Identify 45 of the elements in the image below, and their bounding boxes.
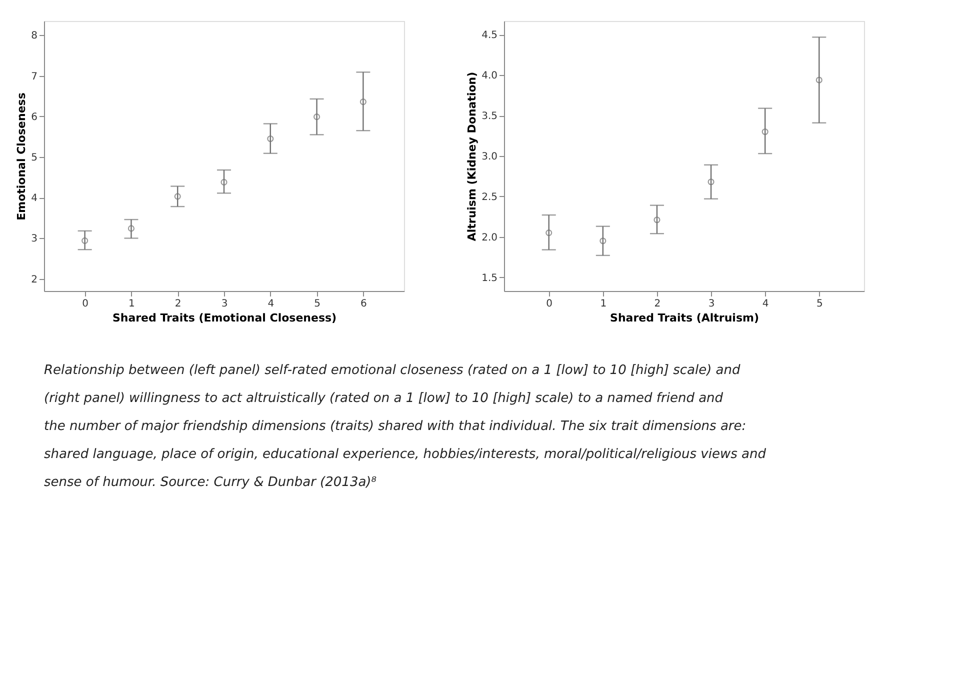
point [267,135,274,142]
x-tick-label: 1 [600,298,607,310]
point [360,98,366,106]
x-tick-label: 6 [360,298,367,310]
point [128,225,135,232]
x-tick-label: 4 [762,298,769,310]
point [708,178,714,186]
point [220,178,228,186]
y-tick-label: 8 [31,30,38,42]
y-tick-label: 4 [31,193,38,204]
y-tick-label: 2.5 [482,192,498,203]
x-tick-label: 5 [314,298,320,310]
y-tick-label: 4.5 [482,30,498,42]
y-tick-label: 3.5 [482,111,498,122]
x-tick-label: 3 [221,298,228,310]
x-tick-label: 2 [174,298,182,310]
y-tick-label: 5 [31,152,38,164]
y-tick-label: 2.0 [482,232,498,244]
x-axis-title: Shared Traits (Altruism) [610,312,759,324]
x-axis-title: Shared Traits (Emotional Closeness) [112,312,337,324]
x-tick-label: 0 [546,298,553,310]
point [816,76,822,84]
x-tick-label: 0 [82,298,89,310]
point [174,193,181,200]
x-tick-label: 3 [708,298,715,310]
point [313,114,320,120]
y-tick-label: 6 [31,112,38,123]
y-axis-title: Altruism (Kidney Donation) [466,72,479,242]
y-axis-title: Emotional Closeness [15,92,28,220]
x-tick-label: 1 [128,298,135,310]
point [546,230,552,236]
x-tick-label: 2 [654,298,661,310]
y-tick-label: 3 [31,234,38,245]
y-tick-label: 1.5 [482,272,498,284]
point [82,237,88,244]
y-tick-label: 4.0 [482,70,498,82]
text: Relationship between (left panel) self-rated emotional closeness (rated on a 1 [low] to 10 [high] scale) and (right panel) willingness to act altruistically (rated on a 1 [low] to 10 [high] scale) to a named friend and the number of major friendship dimensions (traits) shared with that individual. The six trait dimensions are: shared language, place of origin, educational experience, hobbies/interests, moral/political/religious views and sense of humour. Source: Curry & Dunbar (2013a)⁸ [44,363,766,490]
x-tick-label: 5 [816,298,823,310]
point [600,238,606,244]
x-tick-label: 4 [268,298,274,310]
y-tick-label: 7 [31,71,38,82]
point [762,128,768,136]
y-tick-label: 3.0 [482,152,498,162]
y-tick-label: 2 [31,274,38,286]
point [654,216,660,224]
